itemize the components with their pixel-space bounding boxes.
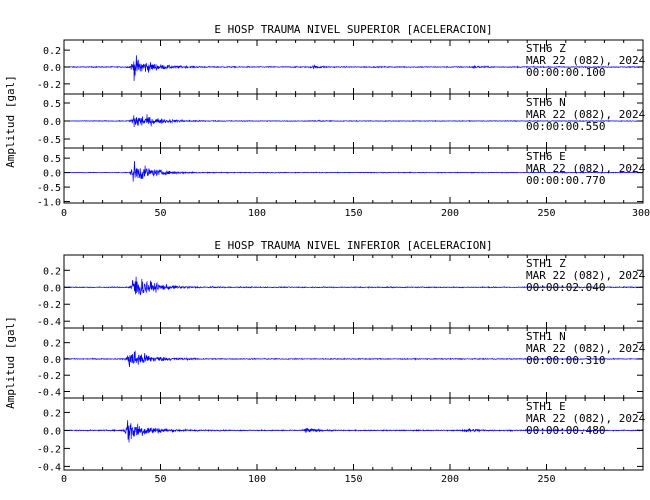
y-tick-label: 0.0	[43, 355, 61, 366]
x-tick-label: 100	[248, 474, 266, 485]
time-label: 00:00:00.310	[526, 354, 605, 367]
date-label: MAR 22 (082), 2024	[526, 162, 646, 175]
station-label: STH6 N	[526, 96, 566, 109]
y-tick-label: 0.0	[43, 426, 61, 437]
x-tick-label: 200	[441, 474, 459, 485]
time-label: 00:00:00.480	[526, 424, 605, 437]
date-label: MAR 22 (082), 2024	[526, 412, 646, 425]
time-label: 00:00:00.770	[526, 174, 605, 187]
waveform-trace	[64, 420, 643, 443]
y-tick-label: 0.0	[43, 169, 61, 180]
station-label: STH1 N	[526, 330, 566, 343]
x-tick-label: 150	[344, 208, 362, 219]
station-label: STH6 E	[526, 150, 566, 163]
station-label: STH1 E	[526, 400, 566, 413]
waveform-trace	[64, 55, 643, 82]
x-tick-label: 0	[61, 474, 67, 485]
x-tick-label: 250	[537, 474, 555, 485]
y-tick-label: 0.2	[43, 339, 61, 350]
y-tick-label: -0.4	[37, 462, 61, 473]
y-axis-label: Amplitud [gal]	[4, 316, 17, 409]
time-label: 00:00:00.100	[526, 66, 605, 79]
x-tick-label: 250	[537, 208, 555, 219]
y-tick-label: -0.5	[37, 183, 61, 194]
x-tick-label: 150	[344, 474, 362, 485]
chart-title: E HOSP TRAUMA NIVEL SUPERIOR [ACELERACIO…	[214, 23, 492, 36]
y-tick-label: 0.5	[43, 154, 61, 165]
y-tick-label: -0.2	[37, 300, 61, 311]
station-label: STH1 Z	[526, 257, 566, 270]
y-axis-label: Amplitud [gal]	[4, 75, 17, 168]
waveform-trace	[64, 160, 643, 182]
waveform-trace	[64, 114, 643, 128]
x-tick-label: 50	[154, 474, 166, 485]
waveform-trace	[64, 276, 643, 296]
x-tick-label: 200	[441, 208, 459, 219]
y-tick-label: 0.5	[43, 99, 61, 110]
time-label: 00:00:00.550	[526, 120, 605, 133]
y-tick-label: 0.0	[43, 283, 61, 294]
x-tick-label: 100	[248, 208, 266, 219]
date-label: MAR 22 (082), 2024	[526, 269, 646, 282]
waveform-trace	[64, 350, 643, 368]
y-tick-label: -0.5	[37, 135, 61, 146]
y-tick-label: 0.2	[43, 46, 61, 57]
time-label: 00:00:02.040	[526, 281, 605, 294]
y-tick-label: 0.0	[43, 117, 61, 128]
chart-1: E HOSP TRAUMA NIVEL SUPERIOR [ACELERACIO…	[4, 23, 650, 219]
y-tick-label: -0.2	[37, 371, 61, 382]
y-tick-label: 0.0	[43, 63, 61, 74]
y-tick-label: -0.4	[37, 387, 61, 398]
y-tick-label: 0.2	[43, 408, 61, 419]
x-tick-label: 300	[632, 208, 650, 219]
date-label: MAR 22 (082), 2024	[526, 54, 646, 67]
y-tick-label: -0.2	[37, 80, 61, 91]
date-label: MAR 22 (082), 2024	[526, 108, 646, 121]
chart-2: E HOSP TRAUMA NIVEL INFERIOR [ACELERACIO…	[4, 239, 646, 485]
y-tick-label: -0.4	[37, 317, 61, 328]
x-tick-label: 0	[61, 208, 67, 219]
y-tick-label: -1.0	[37, 198, 61, 209]
chart-title: E HOSP TRAUMA NIVEL INFERIOR [ACELERACIO…	[214, 239, 492, 252]
y-tick-label: 0.2	[43, 266, 61, 277]
date-label: MAR 22 (082), 2024	[526, 342, 646, 355]
x-tick-label: 50	[154, 208, 166, 219]
y-tick-label: -0.2	[37, 444, 61, 455]
station-label: STH6 Z	[526, 42, 566, 55]
